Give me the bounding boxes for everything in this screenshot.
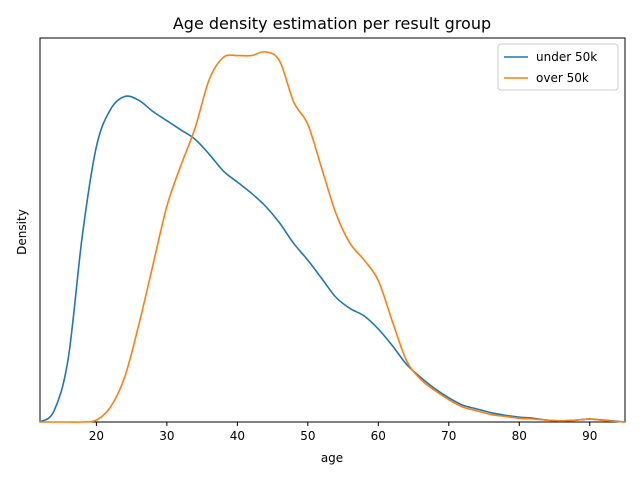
legend-label: over 50k <box>536 71 589 85</box>
chart-title: Age density estimation per result group <box>173 14 491 33</box>
x-tick-label: 90 <box>582 429 597 443</box>
plot-area <box>39 37 626 423</box>
x-tick-label: 80 <box>512 429 527 443</box>
y-axis-label: Density <box>15 209 29 255</box>
x-tick-label: 20 <box>89 429 104 443</box>
series-lines <box>39 50 626 423</box>
series-line-under-50k <box>39 95 626 423</box>
x-tick-label: 30 <box>159 429 174 443</box>
x-tick-label: 70 <box>441 429 456 443</box>
x-tick-label: 40 <box>230 429 245 443</box>
x-axis-ticks: 20 30 40 50 60 70 80 90 <box>89 422 597 443</box>
legend-label: under 50k <box>536 50 597 64</box>
x-tick-label: 60 <box>371 429 386 443</box>
series-line-over-50k <box>39 50 626 423</box>
x-axis-label: age <box>321 451 343 465</box>
axes-frame <box>39 37 626 423</box>
legend: under 50k over 50k <box>497 43 619 91</box>
x-tick-label: 50 <box>300 429 315 443</box>
